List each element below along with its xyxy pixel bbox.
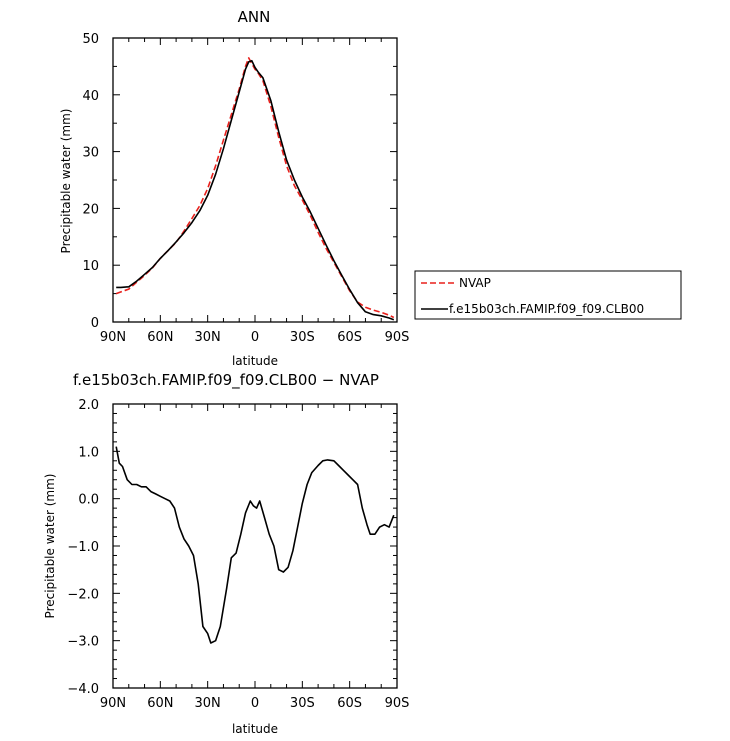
bottom-y-tick-label: −3.0 bbox=[67, 635, 99, 650]
bottom-panel: f.e15b03ch.FAMIP.f09_f09.CLB00 − NVAP 90… bbox=[43, 371, 409, 736]
bottom-series-line-0 bbox=[115, 446, 395, 644]
top-chart-title: ANN bbox=[238, 8, 271, 26]
bottom-chart-title: f.e15b03ch.FAMIP.f09_f09.CLB00 − NVAP bbox=[73, 371, 379, 390]
bottom-y-tick-label: 0.0 bbox=[78, 493, 99, 508]
top-y-tick-label: 10 bbox=[82, 259, 99, 274]
top-y-axis-label: Precipitable water (mm) bbox=[59, 109, 73, 254]
top-y-tick-label: 50 bbox=[82, 32, 99, 47]
bottom-plot-frame bbox=[112, 403, 398, 689]
bottom-x-tick-label: 30S bbox=[290, 696, 315, 711]
bottom-y-tick-label: −1.0 bbox=[67, 540, 99, 555]
top-x-tick-label: 0 bbox=[251, 330, 259, 345]
legend-box bbox=[414, 270, 682, 320]
top-series-line-1 bbox=[116, 59, 395, 321]
bottom-series-lines bbox=[115, 446, 395, 644]
top-plot-frame bbox=[112, 37, 398, 323]
top-y-tick-label: 30 bbox=[82, 146, 99, 161]
top-x-tick-label: 30N bbox=[195, 330, 221, 345]
top-legend: NVAP f.e15b03ch.FAMIP.f09_f09.CLB00 bbox=[414, 270, 682, 320]
top-series-lines bbox=[115, 57, 395, 321]
top-x-tick-label: 60S bbox=[337, 330, 362, 345]
top-panel: ANN 90N 60N 30N 0 30S 60S 90S 0 10 20 30 40 50 latit… bbox=[59, 8, 682, 368]
bottom-x-tick-label: 30N bbox=[195, 696, 221, 711]
legend-label-model: f.e15b03ch.FAMIP.f09_f09.CLB00 bbox=[449, 302, 644, 316]
bottom-axis-ticks: 90N 60N 30N 0 30S 60S 90S 2.0 1.0 0.0 −1.0 −2.0 −3.0… bbox=[67, 398, 409, 711]
legend-label-nvap: NVAP bbox=[459, 276, 491, 290]
bottom-x-axis-label: latitude bbox=[232, 722, 278, 736]
bottom-x-tick-label: 90N bbox=[100, 696, 126, 711]
bottom-x-tick-label: 0 bbox=[251, 696, 259, 711]
bottom-x-tick-label: 60S bbox=[337, 696, 362, 711]
bottom-x-tick-label: 60N bbox=[147, 696, 173, 711]
top-x-tick-label: 90N bbox=[100, 330, 126, 345]
top-axis-ticks: 90N 60N 30N 0 30S 60S 90S 0 10 20 30 40 50 bbox=[82, 32, 409, 345]
top-x-tick-label: 60N bbox=[147, 330, 173, 345]
top-y-tick-label: 40 bbox=[82, 89, 99, 104]
top-y-tick-label: 0 bbox=[91, 316, 99, 331]
top-series-line-0 bbox=[115, 57, 395, 319]
bottom-x-tick-label: 90S bbox=[385, 696, 410, 711]
bottom-y-tick-label: 2.0 bbox=[78, 398, 99, 413]
bottom-y-tick-label: −2.0 bbox=[67, 587, 99, 602]
top-x-tick-label: 90S bbox=[385, 330, 410, 345]
bottom-y-axis-label: Precipitable water (mm) bbox=[43, 474, 57, 619]
top-y-tick-label: 20 bbox=[82, 202, 99, 217]
bottom-y-tick-label: −4.0 bbox=[67, 682, 99, 697]
top-x-tick-label: 30S bbox=[290, 330, 315, 345]
top-x-axis-label: latitude bbox=[232, 354, 278, 368]
bottom-y-tick-label: 1.0 bbox=[78, 445, 99, 460]
